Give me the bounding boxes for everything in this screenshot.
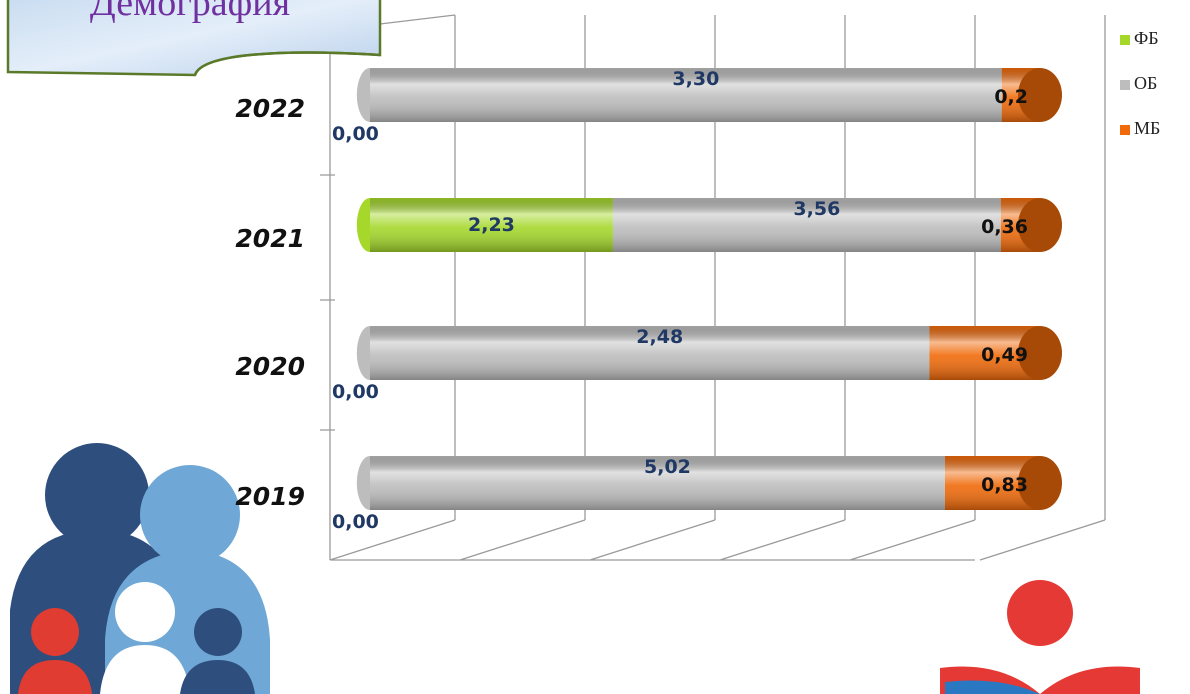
legend-swatch xyxy=(1120,125,1130,135)
value-label: 0,49 xyxy=(981,344,1028,366)
cylinder xyxy=(356,326,1062,380)
people-icon xyxy=(10,443,270,694)
value-label: 0,00 xyxy=(332,381,379,403)
chart-title: Демография xyxy=(90,0,290,24)
bar-shine xyxy=(370,456,1040,510)
value-label: 2,23 xyxy=(468,214,515,236)
cylinder xyxy=(356,68,1062,122)
legend-label: ОБ xyxy=(1134,73,1157,93)
bar-shine xyxy=(370,326,1040,380)
value-label: 0,83 xyxy=(981,474,1028,496)
value-label: 0,36 xyxy=(981,216,1028,238)
y-tick-label: 2021 xyxy=(235,224,305,253)
title-banner: Демография xyxy=(6,0,382,77)
bar-end xyxy=(1018,68,1062,122)
bar-end xyxy=(1018,326,1062,380)
value-label: 5,02 xyxy=(644,456,691,478)
value-label: 2,48 xyxy=(636,326,683,348)
y-tick-label: 2020 xyxy=(235,352,305,381)
legend-swatch xyxy=(1120,35,1130,45)
bar-end xyxy=(1018,198,1062,252)
logo xyxy=(940,580,1140,694)
value-label: 3,56 xyxy=(793,198,840,220)
value-label: 0,00 xyxy=(332,511,379,533)
bar-shine xyxy=(370,198,1040,252)
value-label: 3,30 xyxy=(672,68,719,90)
y-tick-label: 2022 xyxy=(235,94,305,123)
legend-label: ФБ xyxy=(1134,28,1159,48)
bar-end xyxy=(1018,456,1062,510)
grid-3d xyxy=(320,14,1106,561)
y-tick-label: 2019 xyxy=(235,482,305,511)
value-label: 0,00 xyxy=(332,123,379,145)
cylinder xyxy=(356,198,1062,252)
legend-label: МБ xyxy=(1134,118,1160,138)
legend-swatch xyxy=(1120,80,1130,90)
cylinder xyxy=(356,456,1062,510)
bar-shine xyxy=(370,68,1040,122)
value-label: 0,2 xyxy=(994,86,1028,108)
